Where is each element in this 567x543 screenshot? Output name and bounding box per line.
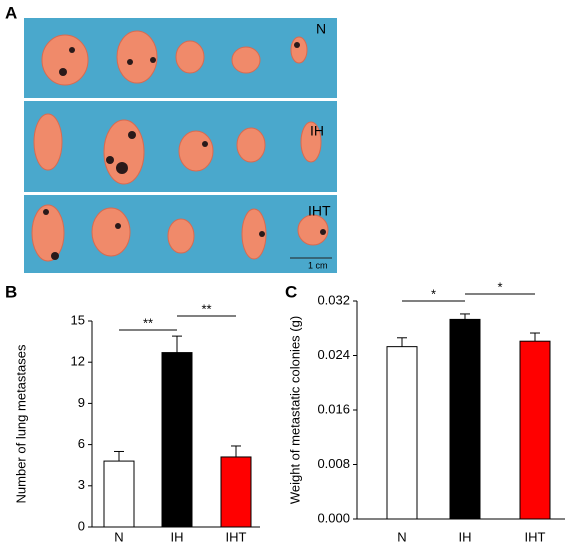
y-tick-label: 0.008	[317, 456, 350, 471]
significance-label: **	[143, 315, 153, 330]
y-tick-label: 3	[78, 477, 85, 492]
photo	[24, 18, 337, 273]
bar	[519, 340, 551, 520]
bar	[220, 456, 252, 528]
significance-label: *	[497, 279, 502, 294]
scale-label: 1 cm	[308, 260, 328, 270]
y-tick-label: 0.024	[317, 347, 350, 362]
y-axis-label: Weight of metastatic colonies (g)	[287, 316, 302, 504]
group-label: IH	[310, 123, 324, 139]
x-tick-label: N	[114, 529, 123, 543]
bar	[103, 460, 135, 528]
panel-label: A	[5, 3, 17, 22]
panel-label: B	[5, 282, 17, 301]
bar	[386, 346, 418, 520]
y-axis-label: Number of lung metastases	[13, 344, 28, 503]
x-tick-label: N	[397, 529, 406, 543]
y-tick-label: 9	[78, 395, 85, 410]
x-tick-label: IH	[171, 529, 184, 543]
group-label: IHT	[308, 203, 331, 219]
x-tick-label: IHT	[525, 529, 546, 543]
y-tick-label: 6	[78, 436, 85, 451]
y-tick-label: 0.000	[317, 510, 350, 525]
bar	[161, 352, 193, 528]
y-tick-label: 0.032	[317, 292, 350, 307]
group-label: N	[316, 21, 326, 37]
significance-label: *	[431, 286, 436, 301]
y-tick-label: 12	[71, 354, 85, 369]
panel-label: C	[285, 282, 297, 301]
significance-label: **	[201, 301, 211, 316]
y-tick-label: 15	[71, 312, 85, 327]
x-tick-label: IHT	[226, 529, 247, 543]
y-tick-label: 0	[78, 518, 85, 533]
x-tick-label: IH	[459, 529, 472, 543]
bar	[449, 318, 481, 520]
y-tick-label: 0.016	[317, 401, 350, 416]
